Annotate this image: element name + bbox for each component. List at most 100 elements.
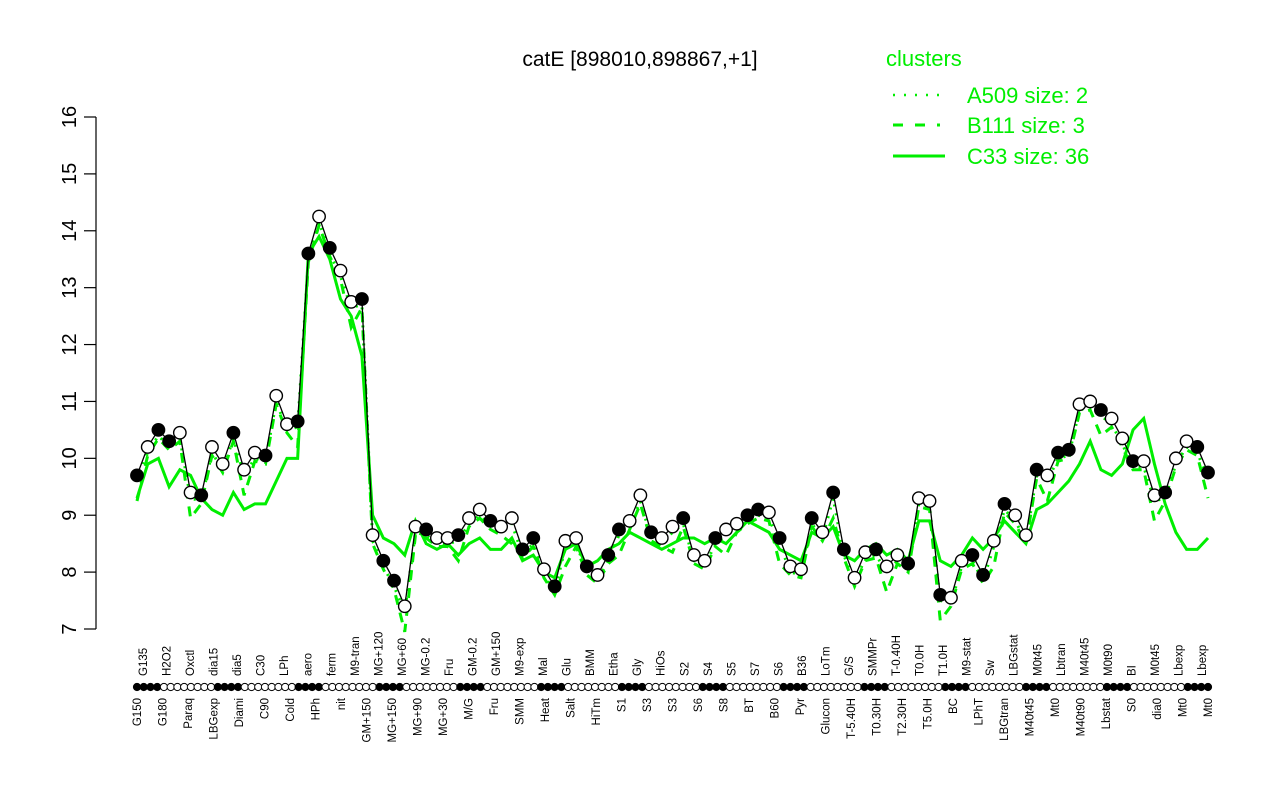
data-point [579,559,594,574]
data-point [654,531,669,545]
x-rug-marker [860,682,869,692]
data-point [301,246,316,261]
data-point [1019,528,1033,543]
x-rug-marker [1136,682,1145,692]
x-rug-marker [510,682,519,692]
x-rug-marker [907,682,916,692]
x-rug-marker [1163,682,1172,692]
x-rug-marker [388,682,398,692]
x-rug-marker [840,682,849,692]
x-tick-label-bottom: SMM [515,698,527,725]
x-rug-marker [658,682,667,692]
x-rug-marker [1183,682,1192,692]
x-rug-marker [1102,682,1112,692]
x-tick-label-top: C30 [256,655,268,676]
x-rug-marker [1015,682,1024,692]
x-rug-marker [395,682,404,692]
x-rug-marker [436,682,445,692]
x-tick-label-bottom: S0 [1127,698,1139,712]
x-tick-label-bottom: Glucon [821,698,833,734]
y-tick-label: 15 [59,163,81,185]
data-point [836,542,851,557]
x-rug-marker [934,682,943,692]
x-rug-marker [240,682,249,692]
x-rug-marker [1055,682,1064,692]
data-point [376,553,391,568]
x-rug-marker [462,682,472,692]
x-rug-marker [577,682,586,692]
x-tick-label-top: BMM [585,649,597,676]
x-rug-marker [159,682,169,692]
x-rug-marker [132,682,142,692]
x-rug-marker [947,682,957,692]
data-point [986,533,1001,548]
x-tick-label-top: M9-stat [962,637,974,676]
expression-line [136,214,1209,609]
x-rug-marker [705,682,714,692]
x-rug-marker [334,682,344,692]
data-point [1094,403,1108,417]
x-tick-label-top: SMMPr [868,638,880,677]
x-rug-marker [867,682,876,692]
data-point [269,388,284,403]
x-rug-marker [206,682,216,692]
x-rug-marker [1096,682,1105,692]
x-tick-label-top: GM-0.2 [467,638,479,676]
data-point [719,522,733,537]
data-point [483,514,498,528]
data-point [462,511,476,525]
x-tick-label-top: G135 [138,648,150,676]
data-point [761,505,776,520]
x-tick-label-bottom: S6 [693,698,705,712]
x-tick-label-bottom: MG+90 [413,698,425,736]
x-rug-marker [604,682,613,692]
data-point [1179,434,1194,449]
x-tick-label-top: Fru [444,659,456,676]
data-point [1061,442,1076,457]
x-tick-label-bottom: nit [336,697,348,710]
x-rug-marker [1156,682,1165,692]
x-rug-marker [530,682,539,692]
x-tick-label-bottom: Mt0 [1203,698,1215,717]
data-point [258,448,273,463]
x-rug-marker [489,682,499,692]
x-rug-marker [759,682,768,692]
x-rug-marker [988,682,997,692]
x-rug-marker [584,682,593,692]
x-rug-marker [1170,682,1179,692]
legend-label: A509 size: 2 [967,83,1088,108]
legend-entry-b111: B111 size: 3 [893,113,1085,138]
data-point [290,414,305,429]
data-point [697,553,712,568]
data-point [1083,394,1098,409]
x-tick-label-bottom: M40t45 [1025,698,1037,736]
x-rug-marker [469,682,478,692]
x-rug-marker [1082,682,1091,692]
x-rug-marker [1197,682,1206,692]
x-axis: G135 H2O2 Oxctl dia15 dia5 C30 LPh aero ferm M9-t… [132,632,1215,743]
x-rug-marker [1069,682,1078,692]
data-point [676,511,691,525]
legend-entry-c33: C33 size: 36 [893,144,1089,169]
x-tick-label-bottom: S3 [668,698,680,712]
x-tick-label-top: LPh [279,656,291,676]
x-tick-label-bottom: GM+150 [362,698,374,742]
x-rug-marker [382,682,391,692]
x-rug-marker [415,682,425,692]
x-rug-marker [368,682,377,692]
x-rug-marker [638,682,647,692]
x-rug-marker [799,682,808,692]
data-point [419,522,434,537]
x-rug-marker [873,682,883,692]
x-tick-label-bottom: C90 [260,698,272,719]
x-tick-label-bottom: T-5.40H [846,698,858,739]
x-tick-label-top: T0.0H [915,645,927,676]
x-rug-marker [826,682,835,692]
x-rug-marker [617,682,627,692]
data-point [365,528,380,543]
x-rug-marker [1075,682,1085,692]
data-point [130,468,144,483]
data-point [804,511,819,525]
x-tick-label-bottom: Pyr [795,698,807,715]
